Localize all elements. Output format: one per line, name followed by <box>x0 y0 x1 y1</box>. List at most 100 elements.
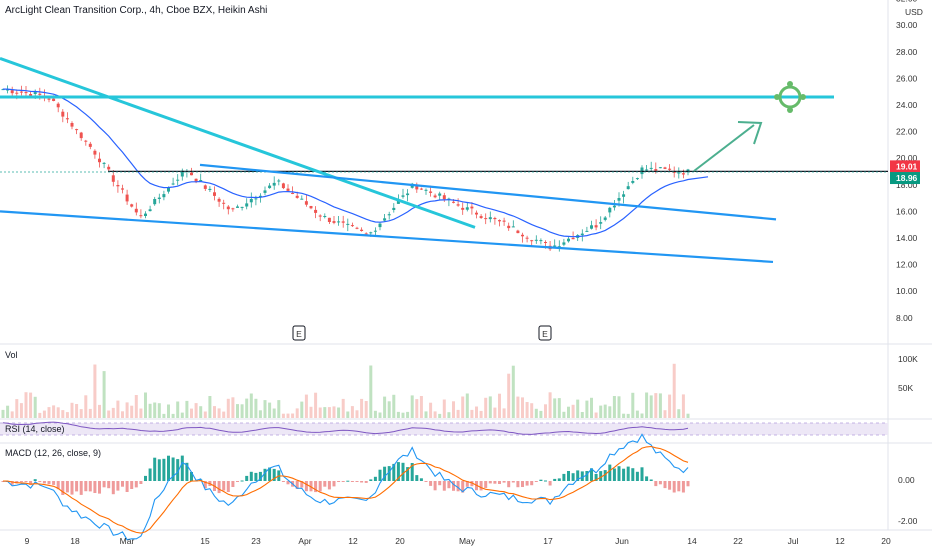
volume-bar <box>498 393 501 418</box>
volume-bar <box>452 401 455 418</box>
macd-histogram-bar <box>258 471 262 481</box>
time-tick: 20 <box>395 536 405 546</box>
volume-bar <box>553 398 557 418</box>
candle-body <box>350 225 354 227</box>
volume-bar <box>350 406 354 418</box>
candle-body <box>429 191 433 193</box>
candle-body <box>286 188 290 191</box>
candle-body <box>130 204 134 207</box>
time-tick: Jul <box>788 536 799 546</box>
candle-body <box>599 222 603 224</box>
volume-bar <box>134 395 138 418</box>
macd-histogram-bar <box>576 470 580 481</box>
candle-body <box>612 205 616 208</box>
volume-bar <box>84 395 88 418</box>
price-tick: 8.00 <box>896 313 913 323</box>
candle-body <box>658 167 662 169</box>
candle-body <box>332 221 336 223</box>
time-tick: 23 <box>251 536 261 546</box>
volume-bar <box>576 399 580 418</box>
volume-bar <box>130 405 134 418</box>
candle-body <box>231 208 235 210</box>
candle-body <box>470 206 474 209</box>
time-tick: May <box>459 536 476 546</box>
volume-bar <box>208 396 212 418</box>
macd-tick: -2.00 <box>898 516 918 526</box>
volume-bar <box>272 408 276 418</box>
macd-histogram-bar <box>47 481 51 485</box>
price-tick: 18.00 <box>896 180 918 190</box>
volume-bar <box>268 402 272 418</box>
volume-bar <box>392 394 396 418</box>
volume-bar <box>507 373 511 418</box>
macd-histogram-bar <box>75 481 79 492</box>
candle-body <box>61 111 65 117</box>
candle-body <box>530 240 534 242</box>
candle-body <box>236 206 239 208</box>
candle-body <box>622 194 626 197</box>
earnings-marker-label: E <box>542 329 548 339</box>
macd-histogram-bar <box>438 481 442 486</box>
macd-histogram-bar <box>249 471 253 481</box>
candles[interactable] <box>1 85 690 252</box>
macd-histogram-bar <box>548 481 552 486</box>
candle-body <box>456 204 460 206</box>
candle-body <box>268 185 272 189</box>
macd-histogram-bar <box>263 468 267 481</box>
price-tick: 30.00 <box>896 20 918 30</box>
volume-bar <box>15 399 19 418</box>
macd-histogram-bar <box>38 481 42 483</box>
macd-histogram-bar <box>383 466 387 481</box>
candle-body <box>148 209 152 212</box>
volume-bar <box>245 398 249 418</box>
volume-bar <box>470 409 474 418</box>
volume-bar <box>111 407 115 418</box>
macd-histogram-bar <box>245 475 249 481</box>
macd-histogram-bar <box>603 470 607 481</box>
candle-body <box>493 218 497 220</box>
indicator-lines <box>2 88 709 435</box>
volume-bar <box>567 406 570 418</box>
time-tick: 9 <box>25 536 30 546</box>
candle-body <box>134 208 138 213</box>
volume-bar <box>645 392 649 418</box>
candle-body <box>488 217 492 220</box>
volume-bar <box>88 408 92 418</box>
candle-body <box>263 190 267 193</box>
volume-bar <box>401 412 405 418</box>
candle-body <box>461 207 465 210</box>
macd-histogram-bar <box>327 481 331 490</box>
rsi-line <box>2 421 689 435</box>
macd-histogram-bar <box>304 481 308 492</box>
candle-body <box>217 198 221 202</box>
volume-bar <box>617 396 621 418</box>
candle-body <box>6 89 10 91</box>
candle-body <box>603 217 607 220</box>
time-tick: 14 <box>687 536 697 546</box>
candle-body <box>84 140 88 142</box>
macd-histogram-bar <box>470 481 474 487</box>
macd-histogram-bar <box>162 458 166 481</box>
volume-bar <box>176 401 180 418</box>
candle-body <box>539 240 543 242</box>
projection-arrow <box>693 124 755 172</box>
macd-histogram-bar <box>42 481 46 484</box>
candle-body <box>681 173 685 175</box>
candle-body <box>258 195 262 198</box>
macd-histogram-bar <box>378 469 382 481</box>
candle-body <box>281 183 285 189</box>
candle-body <box>180 170 184 177</box>
volume-bar <box>199 406 203 418</box>
macd-histogram-bar <box>429 481 433 486</box>
macd-histogram-bar <box>226 481 230 492</box>
macd-histogram-bar <box>396 462 400 481</box>
volume-bar <box>222 411 226 418</box>
macd-histogram-bar <box>286 481 290 485</box>
macd-histogram-bar <box>599 471 603 481</box>
macd-histogram-bar <box>33 479 37 481</box>
candle-body <box>245 203 249 207</box>
volume-bar <box>6 405 10 418</box>
